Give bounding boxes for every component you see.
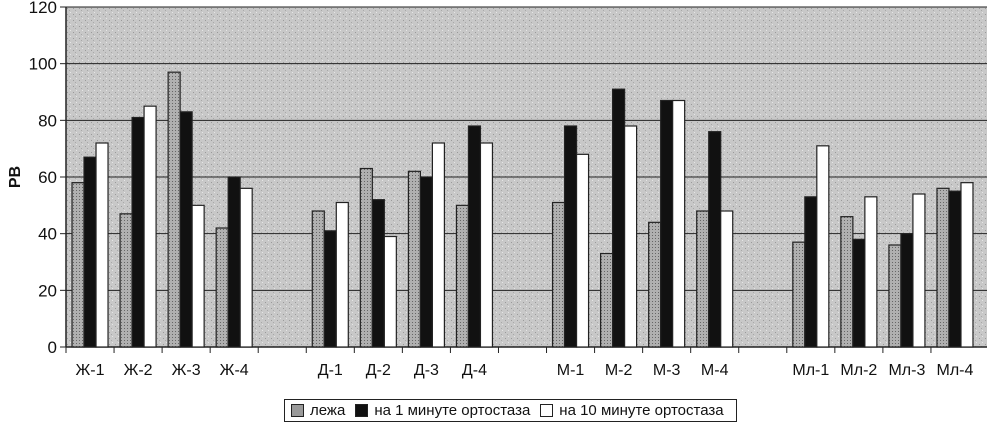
bar — [335, 201, 349, 348]
x-tick-label: М-4 — [701, 362, 729, 379]
bar — [936, 187, 950, 348]
bar — [191, 204, 205, 348]
bar — [948, 190, 962, 348]
bar — [95, 142, 109, 348]
bar — [131, 116, 145, 348]
legend-label: на 1 минуте ортостаза — [374, 402, 531, 419]
bar — [467, 125, 482, 348]
y-tick-label: 60 — [38, 168, 57, 187]
bar — [311, 210, 325, 348]
x-tick-label: Ж-3 — [172, 362, 201, 379]
x-tick-label: Д-4 — [462, 362, 487, 379]
x-tick-label: Мл-1 — [792, 362, 829, 379]
bar — [323, 230, 337, 348]
y-tick-label: 80 — [38, 111, 57, 130]
bar — [960, 182, 974, 348]
bar — [660, 99, 674, 348]
bar — [816, 145, 830, 348]
legend-label: лежа — [310, 402, 346, 419]
x-tick-label: Ж-2 — [124, 362, 153, 379]
bar — [900, 233, 914, 348]
bar — [371, 199, 385, 348]
bar — [83, 156, 97, 348]
bar — [407, 170, 421, 348]
bar — [455, 204, 470, 348]
bar-chart: 0 20 40 60 80 100 120 РВ Ж-1 Ж-2 Ж-3 Ж-4 Д-1 Д-2 Д-3 Д-… — [7, 0, 987, 379]
bar — [624, 125, 638, 348]
bar — [696, 210, 710, 348]
x-tick-label: М-2 — [605, 362, 633, 379]
x-tick-label: Мл-4 — [937, 362, 974, 379]
bar — [648, 221, 662, 348]
bar — [804, 196, 818, 348]
bar — [708, 131, 722, 348]
bar — [864, 196, 878, 348]
bar — [431, 142, 445, 348]
bar — [71, 182, 85, 348]
bar — [612, 88, 626, 348]
y-axis-label: РВ — [7, 166, 24, 188]
x-tick-label: Мл-2 — [840, 362, 877, 379]
bar — [227, 176, 241, 348]
legend: лежа на 1 минуте ортостаза на 10 минуте … — [284, 399, 737, 422]
bar — [419, 176, 433, 348]
legend-swatch-1min — [355, 404, 369, 417]
x-tick-label: Ж-4 — [220, 362, 249, 379]
bar — [359, 167, 373, 348]
bar — [575, 153, 590, 348]
bar — [672, 99, 686, 348]
y-tick-label: 100 — [29, 55, 57, 74]
bar — [720, 210, 734, 348]
bar — [167, 71, 181, 348]
bar — [179, 111, 193, 348]
y-tick-label: 0 — [48, 338, 57, 357]
x-tick-label: Ж-1 — [76, 362, 105, 379]
bar — [215, 227, 229, 348]
x-tick-label: Д-1 — [318, 362, 343, 379]
bar — [792, 241, 806, 348]
legend-label: на 10 минуте ортостаза — [559, 402, 724, 419]
y-tick-label: 120 — [29, 0, 57, 17]
legend-swatch-lying — [291, 404, 304, 417]
x-tick-label: М-3 — [653, 362, 681, 379]
bar — [840, 216, 854, 348]
x-tick-label: Мл-3 — [888, 362, 925, 379]
x-tick-label: Д-2 — [366, 362, 391, 379]
bar — [239, 187, 253, 348]
x-tick-label: М-1 — [557, 362, 585, 379]
bar — [479, 142, 494, 348]
bar — [912, 193, 926, 348]
y-tick-label: 40 — [38, 225, 57, 244]
bar — [383, 235, 397, 348]
legend-swatch-10min — [540, 404, 554, 417]
bar — [563, 125, 578, 348]
bar — [551, 201, 566, 348]
bar — [888, 244, 902, 348]
bar — [119, 213, 133, 348]
y-tick-label: 20 — [38, 281, 57, 300]
bar — [600, 252, 614, 348]
bar — [143, 105, 157, 348]
bar — [852, 238, 866, 348]
x-tick-label: Д-3 — [414, 362, 439, 379]
